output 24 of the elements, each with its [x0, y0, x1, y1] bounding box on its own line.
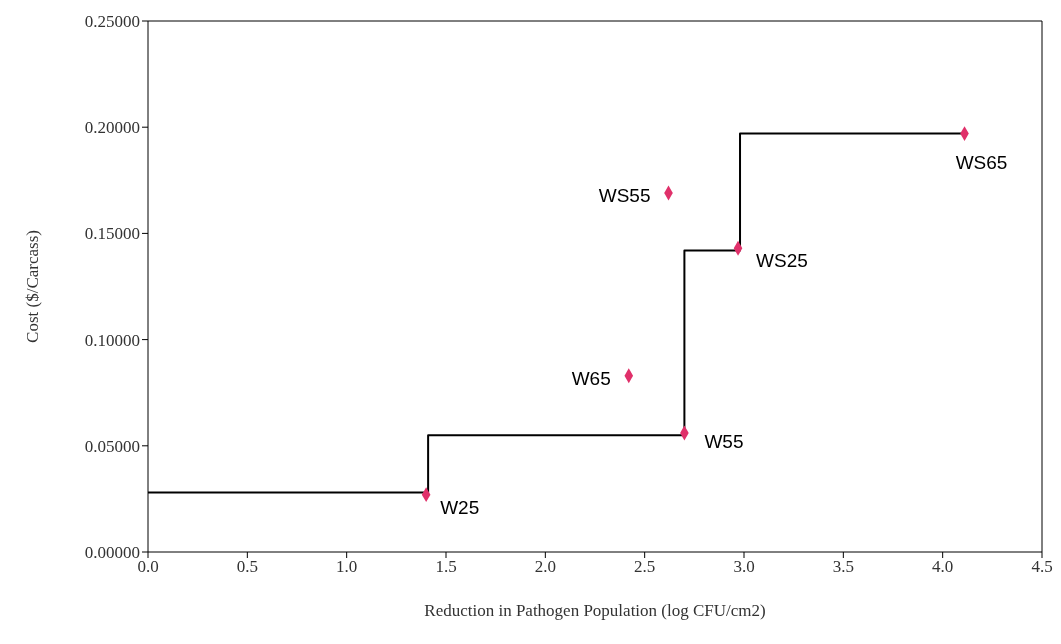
x-tick-label: 2.5	[634, 557, 656, 577]
x-tick-label: 3.0	[733, 557, 755, 577]
x-tick-label: 2.0	[534, 557, 556, 577]
y-tick-label: 0.20000	[84, 118, 140, 138]
x-tick-label: 1.0	[336, 557, 358, 577]
annotation: W55	[704, 431, 744, 453]
y-tick-label: 0.00000	[84, 543, 140, 563]
y-tick-label: 0.10000	[84, 330, 140, 350]
x-tick-label: 0.5	[236, 557, 258, 577]
x-axis-title: Reduction in Pathogen Population (log CFU/cm2)	[424, 601, 766, 620]
annotation: W65	[571, 367, 611, 389]
annotation: W25	[440, 496, 480, 518]
annotation: WS65	[955, 151, 1008, 173]
y-tick-label: 0.25000	[84, 12, 140, 32]
y-tick-label: 0.15000	[84, 224, 140, 244]
x-tick-label: 4.0	[932, 557, 954, 577]
x-tick-label: 1.5	[435, 557, 457, 577]
y-axis-title: Cost ($/Carcass)	[23, 230, 43, 343]
annotation: WS25	[756, 250, 808, 272]
annotation: WS55	[598, 185, 651, 207]
x-tick-label: 0.0	[137, 557, 159, 577]
x-tick-label: 3.5	[832, 557, 854, 577]
y-tick-label: 0.05000	[84, 436, 140, 456]
x-tick-label: 4.5	[1031, 557, 1053, 577]
